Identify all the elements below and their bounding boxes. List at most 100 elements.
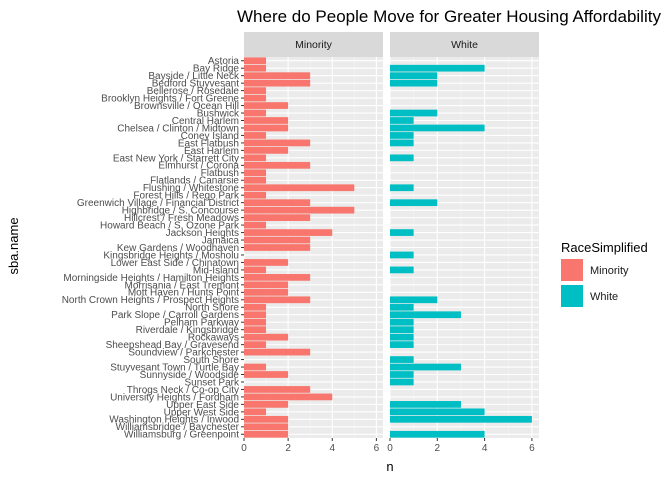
bar-white [390, 139, 414, 147]
bar-minority [244, 318, 267, 326]
y-tick-label: Soundview / Parkchester [128, 347, 239, 358]
bar-minority [244, 326, 267, 334]
y-tick-label: Elmhurst / Corona [158, 161, 239, 172]
bar-minority [244, 154, 267, 162]
y-tick-label: Sheepshead Bay / Gravesend [106, 340, 239, 351]
strip-white-label: White [451, 39, 478, 51]
bar-minority [244, 236, 311, 244]
x-tick-label: 2 [435, 443, 441, 454]
bar-minority [244, 430, 289, 438]
bar-white [390, 251, 414, 259]
y-tick-label: Jamaica [202, 235, 240, 246]
legend-label-white: White [590, 291, 618, 303]
bar-white [390, 154, 414, 162]
bar-white [390, 341, 414, 348]
bar-minority [244, 221, 267, 229]
bar-minority [244, 303, 267, 311]
y-tick-label: Rockaways [188, 333, 239, 344]
y-tick-label: Williamsbridge / Baychester [116, 422, 240, 433]
legend-key-minority [561, 259, 583, 281]
bar-white [390, 356, 414, 363]
y-tick-label: Kingsbridge Heights / Mosholu [103, 250, 239, 261]
y-axis-title: sba.name [6, 217, 21, 274]
y-tick-label: East Harlem [184, 146, 239, 157]
x-tick-label: 4 [482, 443, 488, 454]
legend-label-minority: Minority [590, 265, 629, 277]
bar-minority [244, 244, 311, 251]
bar-white [390, 311, 461, 319]
bar-minority [244, 393, 333, 401]
bar-minority [244, 288, 289, 296]
bar-minority [244, 161, 311, 169]
y-tick-label: Sunset Park [185, 377, 240, 388]
bar-white [390, 378, 414, 386]
chart-title: Where do People Move for Greater Housing… [237, 7, 661, 26]
y-tick-label: Howard Beach / S. Ozone Park [100, 220, 240, 231]
y-tick-label: North Shore [185, 303, 239, 314]
y-tick-label: Flatbush [201, 168, 239, 179]
bar-white [390, 266, 414, 274]
bar-minority [244, 117, 289, 124]
y-tick-label: Park Slope / Carroll Gardens [111, 310, 239, 321]
bar-minority [244, 415, 289, 423]
strip-white [390, 32, 539, 57]
y-tick-label: Sunnyside / Woodside [140, 370, 240, 381]
y-tick-label: Central Harlem [172, 116, 239, 127]
bar-minority [244, 371, 289, 378]
y-tick-label: South Shore [183, 355, 239, 366]
bar-white [390, 296, 438, 304]
bar-minority [244, 139, 311, 147]
bar-white [390, 408, 485, 416]
bar-minority [244, 333, 289, 341]
bar-minority [244, 363, 267, 371]
y-tick-label: Stuyvesant Town / Turtle Bay [110, 362, 239, 373]
y-tick-label: Chelsea / Clinton / Midtown [117, 123, 239, 134]
bar-minority [244, 147, 289, 154]
bar-white [390, 318, 414, 326]
x-tick-label: 0 [387, 443, 393, 454]
bar-minority [244, 206, 355, 214]
y-tick-label: Mott Haven / Hunts Point [128, 288, 239, 299]
bar-white [390, 371, 414, 378]
y-tick-label: Bayside / Little Neck [148, 71, 240, 82]
y-tick-label: Williamsburg / Greenpoint [124, 430, 239, 441]
y-tick-label: Brooklyn Heights / Fort Greene [101, 93, 239, 104]
y-tick-label: Jackson Heights [166, 228, 239, 239]
bar-minority [244, 281, 289, 289]
bar-white [390, 326, 414, 334]
bar-minority [244, 132, 267, 139]
legend-key-white [561, 285, 583, 307]
bar-minority [244, 214, 311, 221]
y-tick-label: Riverdale / Kingsbridge [136, 325, 240, 336]
bar-white [390, 199, 438, 207]
y-tick-label: Kew Gardens / Woodhaven [117, 243, 239, 254]
y-tick-label: Lower East Side / Chinatown [111, 258, 239, 269]
bar-minority [244, 191, 267, 199]
bar-layer [244, 57, 532, 438]
bar-white [390, 79, 438, 87]
y-tick-label: East Flatbush [178, 138, 239, 149]
bar-minority [244, 124, 289, 132]
bar-minority [244, 109, 267, 117]
bar-minority [244, 348, 311, 356]
strip-minority-label: Minority [295, 39, 333, 51]
y-tick-label: Mid-Island [193, 265, 239, 276]
bar-minority [244, 341, 267, 348]
y-tick-label: Greenwich Village / Financial District [77, 198, 239, 209]
y-tick-label: Forest Hills / Rego Park [133, 191, 240, 202]
strip-minority [244, 32, 383, 57]
legend-title: RaceSimplified [561, 240, 648, 255]
bar-white [390, 109, 438, 117]
x-tick-label: 4 [329, 443, 335, 454]
y-tick-label: Throgs Neck / Co-op City [127, 385, 239, 396]
y-tick-label: Bellerose / Rosedale [147, 86, 240, 97]
bar-minority [244, 401, 289, 408]
bar-minority [244, 87, 267, 94]
y-tick-label: Bay Ridge [193, 64, 240, 75]
bar-minority [244, 423, 289, 431]
y-tick-label: Upper East Side [166, 400, 239, 411]
legend: RaceSimplified Minority White [561, 240, 648, 307]
y-tick-label: Flatlands / Canarsie [150, 176, 239, 187]
